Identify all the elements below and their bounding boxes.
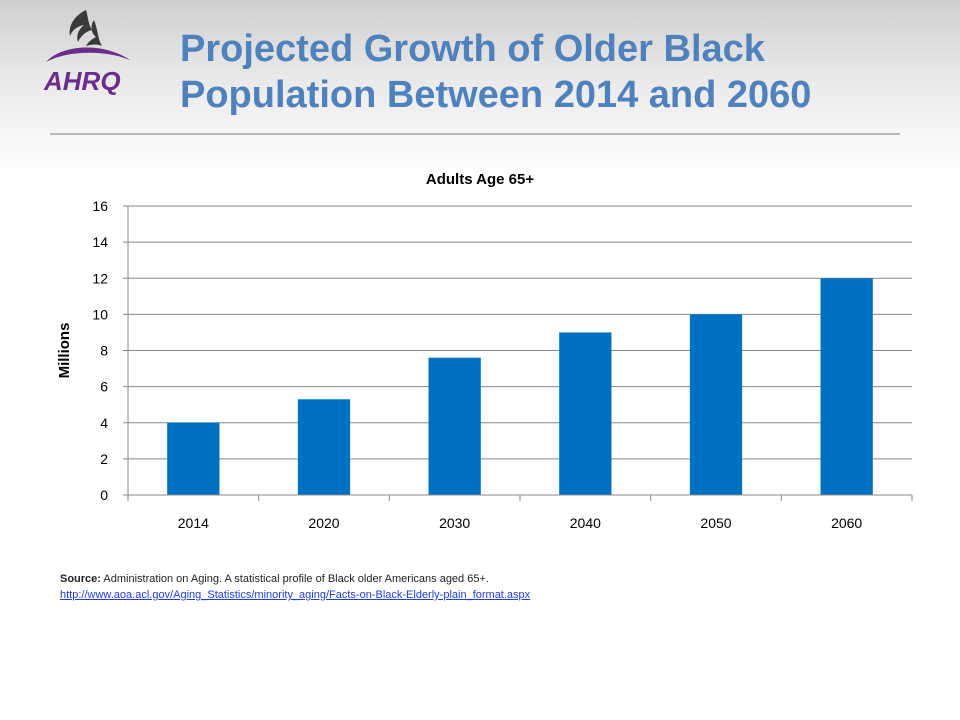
title-line-1: Projected Growth of Older Black <box>180 28 765 70</box>
gridlines <box>128 205 912 460</box>
x-tick-label: 2050 <box>700 515 731 531</box>
x-tick-label: 2030 <box>439 515 470 531</box>
y-tick-label: 16 <box>92 198 108 214</box>
x-tick-labels: 2014 2020 2030 2040 2050 2060 <box>178 515 863 531</box>
chart-title: Adults Age 65+ <box>426 171 534 188</box>
x-tick-label: 2020 <box>308 515 339 531</box>
source-label: Source: <box>60 573 101 585</box>
logo-swoosh <box>46 47 130 62</box>
bar-2040 <box>559 332 612 495</box>
y-tick-label: 2 <box>100 451 108 467</box>
bar-chart: Adults Age 65+ Millions 0 2 4 6 8 10 12 14 16 20… <box>56 171 913 531</box>
y-axis-label: Millions <box>56 323 73 379</box>
source-link[interactable]: http://www.aoa.acl.gov/Aging_Statistics/… <box>60 589 531 601</box>
bar-2030 <box>428 357 481 495</box>
logo-text: AHRQ <box>43 66 121 96</box>
y-tick-label: 4 <box>100 415 108 431</box>
ahrq-logo: AHRQ <box>43 10 130 96</box>
y-tick-label: 0 <box>100 487 108 503</box>
y-tick-label: 8 <box>100 343 108 359</box>
source-note: Source: Administration on Aging. A stati… <box>60 571 920 603</box>
y-tick-label: 12 <box>92 270 108 286</box>
source-text: Administration on Aging. A statistical p… <box>103 573 489 585</box>
x-tick-label: 2040 <box>570 515 601 531</box>
bar-2014 <box>167 422 220 495</box>
axes <box>123 205 913 501</box>
page-title: Projected Growth of Older Black Populati… <box>180 26 940 118</box>
x-tick-label: 2060 <box>831 515 862 531</box>
bars <box>167 278 873 495</box>
title-divider <box>50 133 900 135</box>
bar-2050 <box>689 314 743 495</box>
y-tick-labels: 0 2 4 6 8 10 12 14 16 <box>92 198 108 503</box>
bar-2060 <box>820 278 873 495</box>
bar-2020 <box>297 399 351 495</box>
hhs-eagle-icon <box>69 10 102 46</box>
x-tick-label: 2014 <box>178 515 209 531</box>
y-tick-label: 6 <box>100 379 108 395</box>
header-band <box>0 0 960 175</box>
y-tick-label: 10 <box>92 306 108 322</box>
y-tick-label: 14 <box>92 234 108 250</box>
title-line-2: Population Between 2014 and 2060 <box>180 74 812 116</box>
